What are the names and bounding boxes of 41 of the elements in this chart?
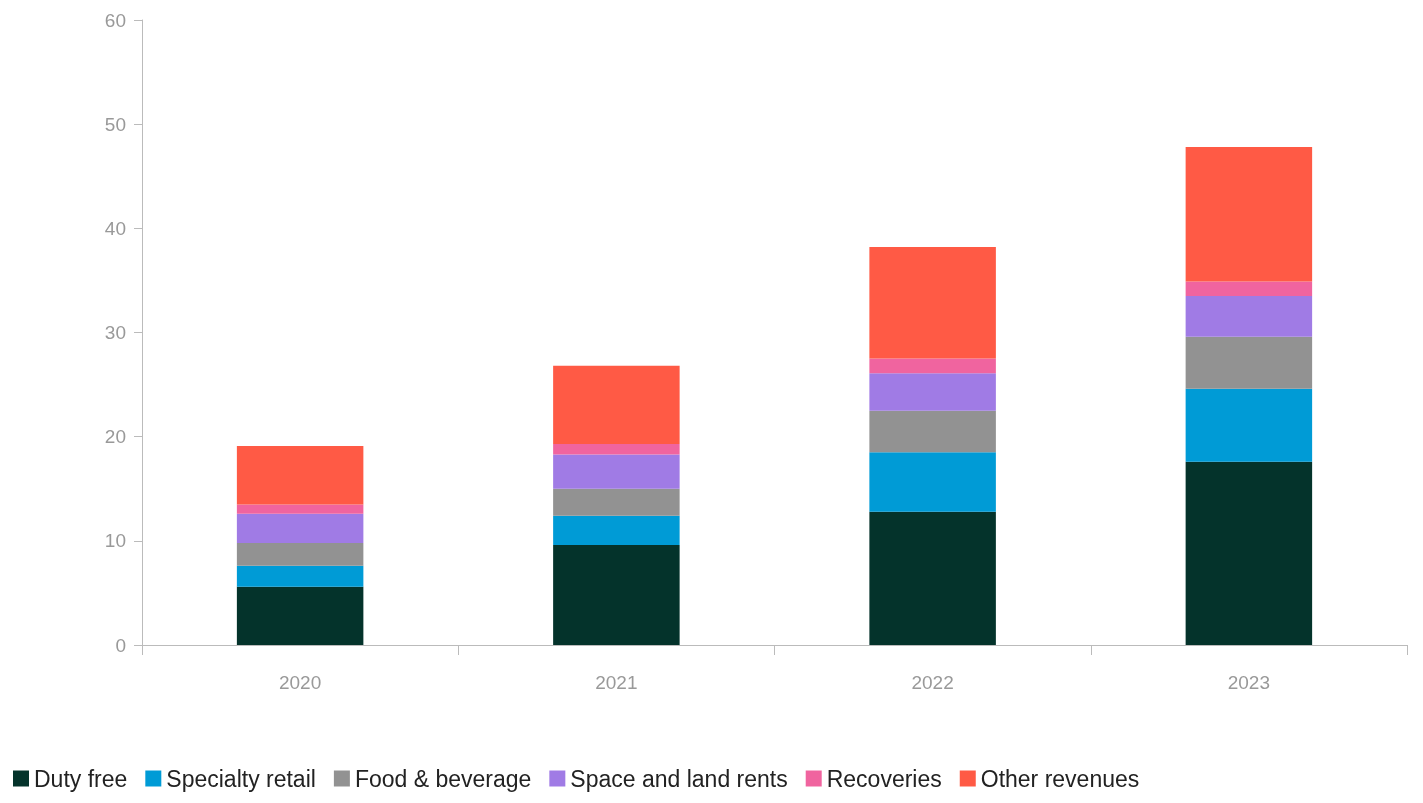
bar xyxy=(1185,388,1313,462)
bar xyxy=(236,586,364,645)
bar xyxy=(236,565,364,587)
bar xyxy=(553,515,680,545)
legend-label: Specialty retail xyxy=(166,765,316,792)
legend-label: Food & beverage xyxy=(354,765,532,792)
y-tick-label: 20 xyxy=(104,426,126,448)
bar xyxy=(869,358,996,374)
y-tick-label: 50 xyxy=(104,113,126,135)
y-tick-label: 60 xyxy=(104,9,126,31)
legend-label: Duty free xyxy=(34,765,128,792)
bar xyxy=(869,410,996,453)
bar xyxy=(869,373,996,411)
bar xyxy=(869,247,996,359)
y-tick-label: 0 xyxy=(115,634,126,656)
x-tick-label: 2020 xyxy=(278,672,322,693)
y-tick-label: 30 xyxy=(104,322,126,343)
bar xyxy=(236,542,364,566)
bar xyxy=(553,365,680,444)
bar xyxy=(236,504,364,514)
bar xyxy=(236,513,364,543)
bar xyxy=(869,452,996,512)
bar xyxy=(1185,336,1313,389)
bar xyxy=(869,511,996,645)
bar xyxy=(1185,461,1313,645)
bar xyxy=(1185,281,1313,297)
bar xyxy=(553,443,680,455)
y-tick-label: 10 xyxy=(104,530,126,552)
bar xyxy=(553,545,680,645)
bar xyxy=(1185,147,1313,282)
x-tick-label: 2023 xyxy=(1227,672,1271,693)
legend-label: Other revenues xyxy=(980,765,1140,792)
legend-label: Recoveries xyxy=(826,765,942,792)
y-tick-label: 40 xyxy=(104,217,126,239)
x-tick-label: 2022 xyxy=(911,672,954,693)
bar xyxy=(236,446,364,505)
bar xyxy=(553,488,680,516)
bar xyxy=(1185,296,1313,337)
bar xyxy=(553,454,680,489)
x-tick-label: 2021 xyxy=(595,672,638,693)
legend-label: Space and land rents xyxy=(570,765,788,792)
